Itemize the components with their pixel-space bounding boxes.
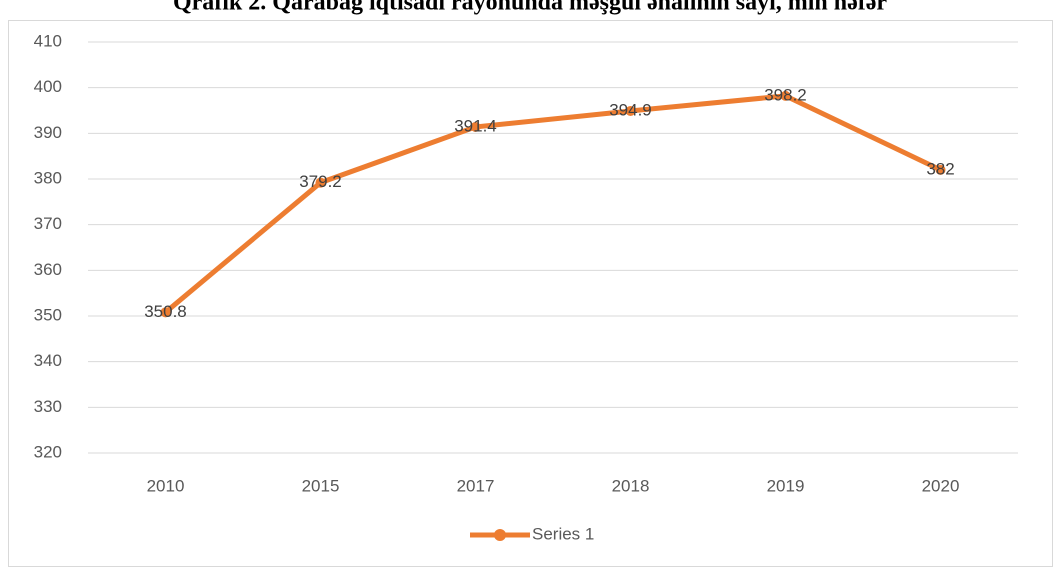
chart-border (8, 20, 1053, 567)
marker (160, 307, 171, 318)
x-tick-label: 2015 (302, 476, 340, 495)
y-tick-label: 350 (34, 305, 62, 324)
x-tick-label: 2017 (457, 476, 495, 495)
y-tick-label: 370 (34, 214, 62, 233)
data-label: 350.8 (144, 302, 187, 321)
marker (625, 105, 636, 116)
x-tick-label: 2020 (922, 476, 960, 495)
y-tick-label: 320 (34, 442, 62, 461)
x-tick-label: 2018 (612, 476, 650, 495)
y-tick-label: 400 (34, 77, 62, 96)
legend-label: Series 1 (532, 524, 594, 543)
y-tick-label: 410 (34, 31, 62, 50)
y-tick-label: 340 (34, 351, 62, 370)
data-label: 398.2 (764, 85, 807, 104)
marker (780, 90, 791, 101)
chart-title: Qrafik 2. Qarabağ iqtisadi rayonunda məş… (173, 0, 887, 16)
y-tick-label: 380 (34, 168, 62, 187)
data-label: 379.2 (299, 172, 342, 191)
data-label: 391.4 (454, 116, 497, 135)
marker (470, 121, 481, 132)
data-label: 382 (926, 159, 954, 178)
legend-marker (494, 529, 506, 541)
y-tick-label: 390 (34, 123, 62, 142)
x-tick-label: 2019 (767, 476, 805, 495)
marker (315, 177, 326, 188)
y-tick-label: 330 (34, 397, 62, 416)
data-label: 394.9 (609, 100, 652, 119)
y-tick-label: 360 (34, 260, 62, 279)
series-line (163, 93, 942, 315)
x-tick-label: 2010 (147, 476, 185, 495)
marker (935, 164, 946, 175)
